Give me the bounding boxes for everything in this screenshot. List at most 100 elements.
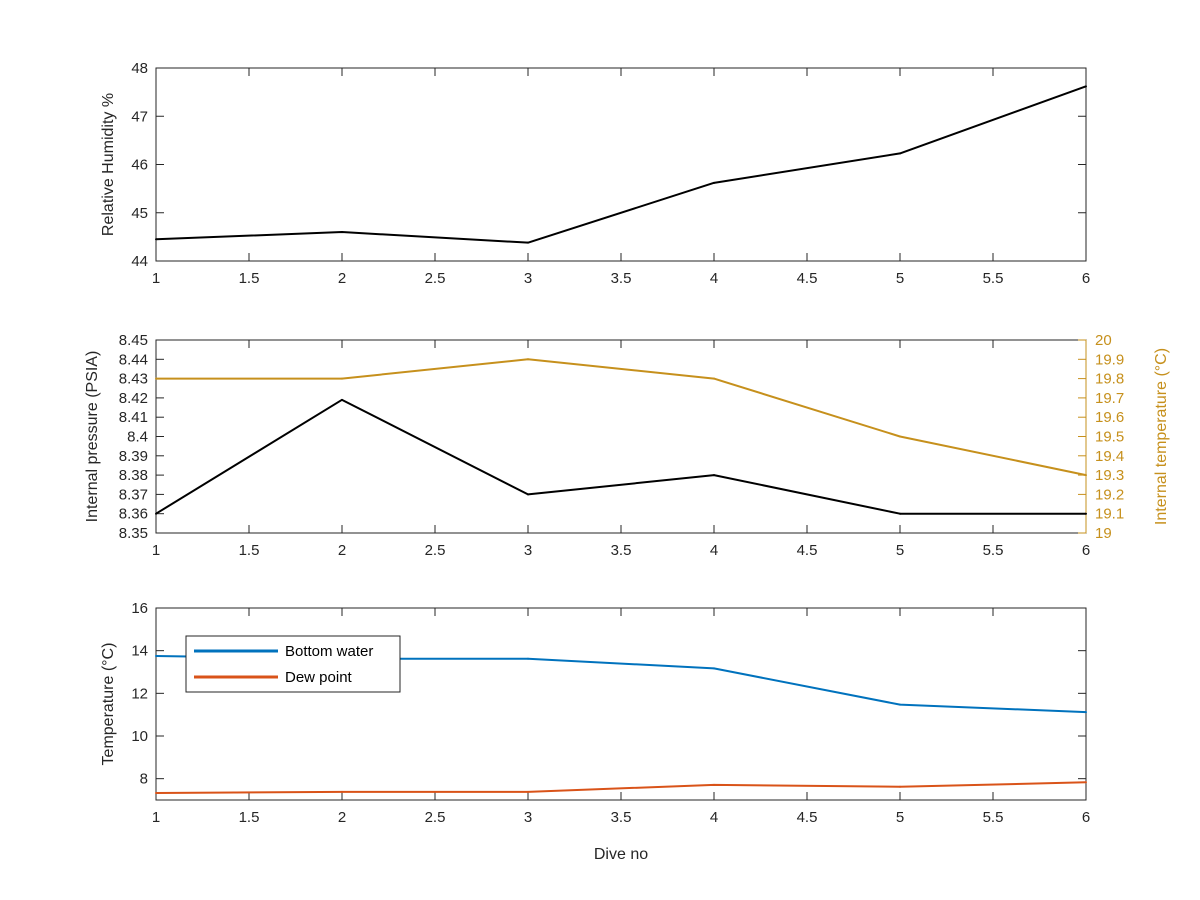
series-line-0 — [155, 85, 1087, 244]
x-tick-label: 4 — [710, 270, 718, 287]
x-tick-label: 4 — [710, 542, 718, 559]
humidity-axes-box — [155, 67, 1087, 262]
x-tick-label: 1 — [152, 809, 160, 826]
y2-tick-label: 19.3 — [1095, 467, 1124, 484]
x-tick-label: 1.5 — [239, 809, 260, 826]
humidity-panel: 1 1.5 2 2.5 3 3.5 4 4.5 5 5.5 6 44 45 46 47 48 Relative … — [100, 60, 1090, 287]
y-tick-label: 8.36 — [119, 506, 148, 523]
y-axis-label: Temperature (°C) — [100, 643, 117, 766]
data-point — [713, 181, 715, 184]
data-point — [899, 512, 901, 515]
y2-tick-label: 19.7 — [1095, 390, 1124, 407]
data-point — [713, 783, 715, 786]
y2-tick-label: 20 — [1095, 332, 1112, 349]
series-line-0 — [155, 398, 1086, 515]
x-tick-label: 2 — [338, 542, 346, 559]
x-tick-label: 5 — [896, 809, 904, 826]
data-point — [1085, 85, 1087, 88]
x-axis-label: Dive no — [594, 846, 648, 863]
data-point — [155, 238, 157, 241]
series-line-1 — [156, 358, 1087, 477]
y-tick-label: 8.39 — [119, 448, 148, 465]
y2-tick-label: 19.9 — [1095, 351, 1124, 368]
y-tick-label: 8.35 — [119, 525, 148, 542]
legend-label: Bottom water — [285, 643, 373, 660]
y-tick-label: 8 — [140, 771, 148, 788]
legend-label: Dew point — [285, 669, 353, 686]
legend-box — [185, 635, 401, 693]
y2-tick-label: 19.6 — [1095, 409, 1124, 426]
data-point — [1085, 474, 1087, 477]
y-tick-label: 8.45 — [119, 332, 148, 349]
data-point — [155, 377, 157, 380]
y-tick-label: 8.43 — [119, 371, 148, 388]
y-tick-label: 47 — [131, 108, 148, 125]
x-tick-label: 2.5 — [425, 270, 446, 287]
data-point — [527, 358, 529, 361]
y-tick-label: 8.41 — [119, 409, 148, 426]
x-tick-label: 1 — [152, 542, 160, 559]
x-tick-label: 5.5 — [983, 809, 1004, 826]
x-tick-label: 4.5 — [797, 270, 818, 287]
data-point — [713, 474, 715, 477]
x-tick-label: 4.5 — [797, 542, 818, 559]
x-tick-label: 5 — [896, 542, 904, 559]
data-point — [341, 398, 343, 401]
x-tick-label: 2.5 — [425, 809, 446, 826]
data-point — [899, 703, 901, 706]
y2-tick-label: 19.4 — [1095, 448, 1124, 465]
y2-tick-label: 19.8 — [1095, 371, 1124, 388]
data-point — [1085, 781, 1087, 784]
x-tick-label: 3 — [524, 809, 532, 826]
data-point — [341, 790, 343, 793]
x-tick-label: 4.5 — [797, 809, 818, 826]
data-point — [1085, 711, 1087, 714]
data-point — [527, 241, 529, 244]
data-point — [341, 377, 343, 380]
x-tick-label: 3.5 — [611, 542, 632, 559]
y-axis-label: Relative Humidity % — [100, 93, 117, 236]
data-point — [713, 377, 715, 380]
x-tick-label: 1.5 — [239, 542, 260, 559]
legend: Bottom water Dew point — [185, 635, 401, 693]
y-tick-label: 10 — [131, 728, 148, 745]
data-point — [155, 512, 157, 515]
y2-tick-label: 19.1 — [1095, 506, 1124, 523]
x-tick-label: 6 — [1082, 542, 1090, 559]
x-tick-label: 6 — [1082, 270, 1090, 287]
y2-tick-label: 19.5 — [1095, 429, 1124, 446]
series-line-1 — [155, 781, 1087, 794]
y-tick-label: 16 — [131, 600, 148, 617]
x-tick-label: 2 — [338, 270, 346, 287]
data-point — [713, 667, 715, 670]
x-tick-label: 1.5 — [239, 270, 260, 287]
data-point — [341, 231, 343, 234]
x-tick-label: 3 — [524, 270, 532, 287]
x-tick-label: 2.5 — [425, 542, 446, 559]
data-point — [899, 435, 901, 438]
data-point — [155, 791, 157, 794]
y-tick-label: 46 — [131, 157, 148, 174]
x-tick-label: 3.5 — [611, 270, 632, 287]
y2-tick-label: 19.2 — [1095, 486, 1124, 503]
data-point — [899, 785, 901, 788]
data-point — [899, 152, 901, 155]
y2-axis-label: Internal temperature (°C) — [1153, 348, 1170, 525]
y2-tick-label: 19 — [1095, 525, 1112, 542]
data-point — [155, 655, 157, 657]
temperature-panel: 1 1.5 2 2.5 3 3.5 4 4.5 5 5.5 6 8 10 12 14 16 Temperatur… — [100, 600, 1090, 826]
x-tick-label: 6 — [1082, 809, 1090, 826]
y-tick-label: 45 — [131, 205, 148, 222]
pressure-panel: 1 1.5 2 2.5 3 3.5 4 4.5 5 5.5 6 8.35 8.36 8.37 8.38 8.3… — [84, 332, 1170, 559]
y-tick-label: 8.44 — [119, 351, 148, 368]
y-tick-label: 8.37 — [119, 486, 148, 503]
x-tick-label: 3.5 — [611, 809, 632, 826]
y-tick-label: 44 — [131, 253, 148, 270]
x-tick-label: 2 — [338, 809, 346, 826]
y-tick-label: 12 — [131, 685, 148, 702]
x-tick-label: 5 — [896, 270, 904, 287]
x-tick-label: 5.5 — [983, 542, 1004, 559]
y-tick-label: 8.42 — [119, 390, 148, 407]
y-axis-label: Internal pressure (PSIA) — [84, 351, 101, 523]
